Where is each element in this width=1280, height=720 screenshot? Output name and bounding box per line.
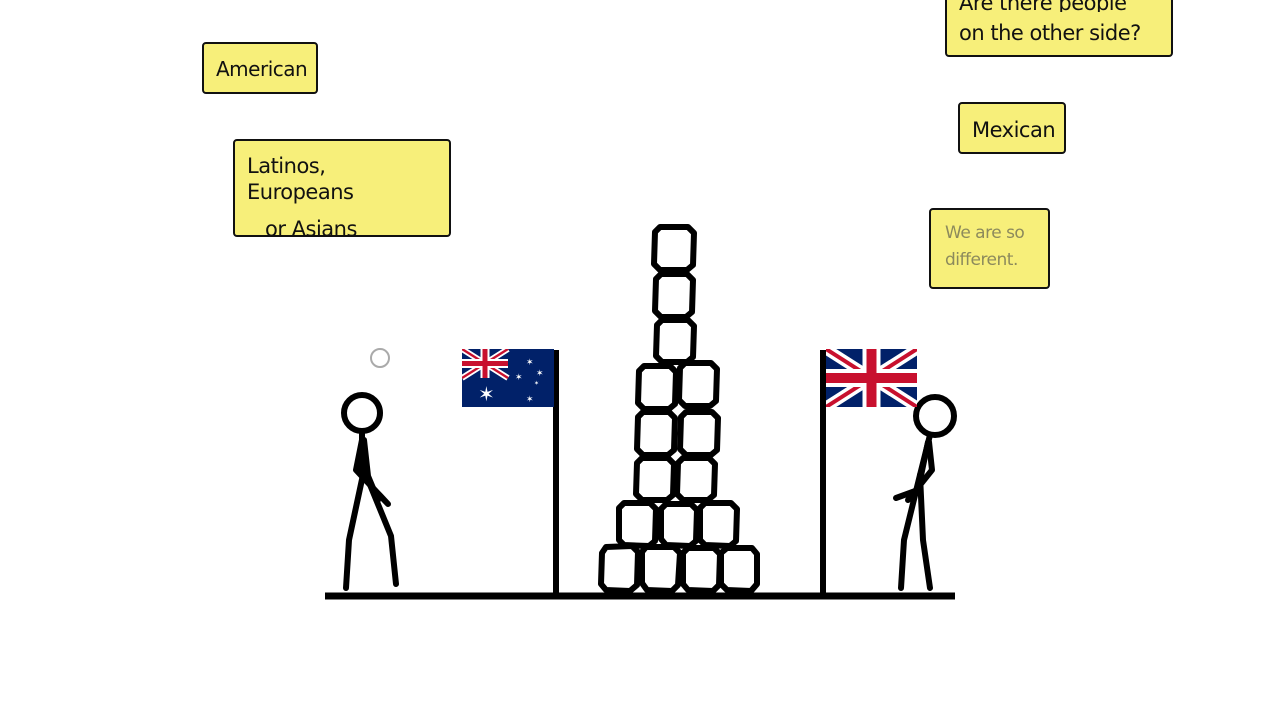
block [674,455,718,503]
australia-flag-icon: ✶ ✶ ✶ ✶ ✶ ✶ [462,349,554,407]
stick-figure-right[interactable] [893,394,957,591]
block [677,409,721,458]
note-american[interactable]: American [202,42,318,94]
note-mexican[interactable]: Mexican [958,102,1066,154]
block [676,360,720,409]
note-other-side[interactable]: Are there people on the other side? [945,0,1173,57]
block [697,500,740,549]
note-different-line1: We are so [945,223,1025,243]
svg-text:✶: ✶ [534,380,539,387]
note-latinos-line1: Latinos, Europeans [247,154,354,205]
block [635,363,679,412]
svg-text:✶: ✶ [536,369,544,379]
note-latinos-line2: or Asians [265,216,357,241]
svg-text:✶: ✶ [515,373,523,383]
block [598,543,641,594]
note-mexican-text: Mexican [972,118,1056,142]
svg-text:✶: ✶ [478,382,495,406]
note-different[interactable]: We are so different. [929,208,1050,289]
block [634,409,678,458]
note-other-side-line1: Are there people [959,0,1127,12]
block [658,501,700,549]
stick-figure-left[interactable] [341,392,399,591]
block [639,544,683,594]
block [718,545,760,594]
note-american-text: American [216,57,308,81]
note-different-line2: different. [945,250,1018,271]
block [616,500,659,549]
block [633,455,677,503]
note-latinos[interactable]: Latinos, Europeans or Asians [233,139,451,241]
svg-text:✶: ✶ [526,358,534,368]
cursor-ring-icon [370,348,390,368]
block [653,317,697,365]
union-jack-flag-icon [826,349,917,407]
block [651,224,697,273]
block [680,545,723,594]
block [652,271,696,320]
note-other-side-line2: on the other side? [959,21,1141,45]
block-tower[interactable] [598,224,760,594]
svg-text:✶: ✶ [526,395,534,405]
